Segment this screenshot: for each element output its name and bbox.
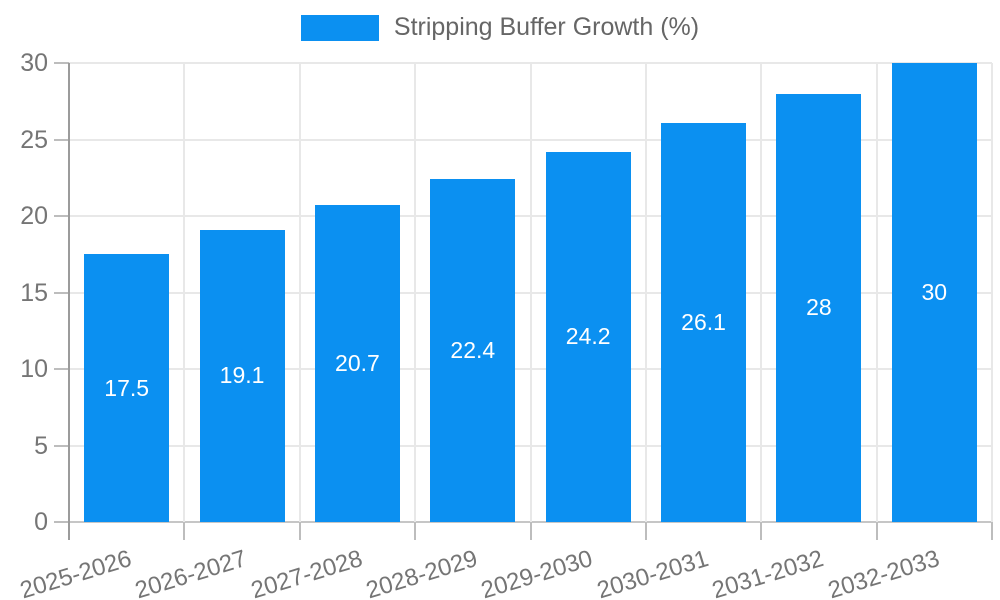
y-tick-label: 15 [20,278,48,307]
v-gridline [529,63,532,522]
x-axis-tick [298,522,301,540]
x-tick-label: 2026-2027 [132,545,250,600]
bar-value-label: 30 [921,279,948,305]
y-tick-label: 25 [20,125,48,154]
y-axis-tick [54,62,69,64]
x-axis-tick [760,522,763,540]
v-gridline [414,63,417,522]
y-tick-label: 20 [20,202,48,230]
v-gridline [875,63,878,522]
x-tick-label: 2027-2028 [247,545,366,600]
bar[interactable]: 19.1 [199,229,285,522]
bar[interactable]: 20.7 [314,205,400,522]
bar-value-label: 20.7 [335,350,380,377]
bar-value-label: 24.2 [565,323,611,350]
y-axis-tick [54,368,69,370]
x-tick-label: 2030-2031 [593,545,712,600]
bar[interactable]: 17.5 [84,254,170,522]
bar-value-label: 17.5 [104,374,150,401]
x-tick-label: 2028-2029 [363,545,481,600]
bar[interactable]: 24.2 [545,151,631,522]
x-tick-label: 2032-2033 [824,545,943,600]
y-tick-label: 0 [34,508,48,536]
bar[interactable]: 26.1 [661,122,747,522]
x-tick-label: 2031-2032 [709,545,827,600]
bar-value-label: 19.1 [219,362,265,389]
y-axis-tick [54,521,69,523]
bar-value-label: 22.4 [450,337,496,364]
x-tick-label: 2025-2026 [16,545,135,600]
bar[interactable]: 30 [891,63,977,522]
y-axis-tick [54,444,69,447]
bar-value-label: 26.1 [681,308,726,335]
x-axis-tick [183,522,186,540]
bar[interactable]: 22.4 [430,179,516,522]
y-axis-tick [54,215,69,217]
v-gridline [760,63,763,522]
v-gridline [183,63,186,522]
legend-label: Stripping Buffer Growth (%) [393,13,700,41]
y-axis-line [68,63,70,540]
v-gridline [991,63,993,522]
y-tick-label: 5 [34,431,48,460]
x-axis-tick [875,522,878,540]
x-tick-label: 2029-2030 [478,545,597,600]
legend-swatch-icon [300,14,379,41]
x-axis-tick [414,522,417,540]
x-axis-tick [991,522,993,540]
x-axis-tick [644,522,647,540]
v-gridline [644,63,647,522]
x-axis-tick [529,522,532,540]
bar-value-label: 28 [806,294,832,321]
y-tick-label: 30 [20,49,48,77]
legend[interactable]: Stripping Buffer Growth (%) [0,13,1000,42]
y-axis-tick [54,138,69,141]
v-gridline [298,63,301,522]
y-tick-label: 10 [20,355,48,383]
bar[interactable]: 28 [776,93,862,522]
y-axis-tick [54,291,69,294]
